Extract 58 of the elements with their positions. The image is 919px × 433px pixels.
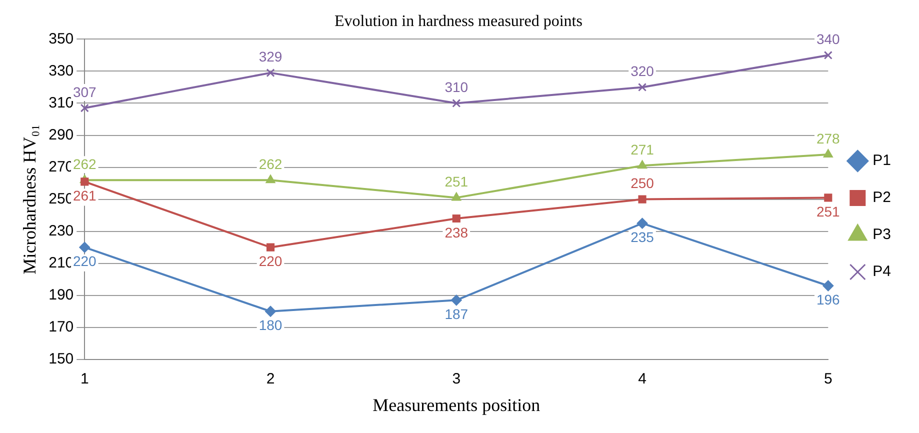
y-tick-label: 330 [48,62,74,80]
y-tick-label: 290 [48,126,74,144]
data-label: 235 [630,229,654,246]
point [266,68,275,78]
chart-title: Evolution in hardness measured points [334,12,582,30]
x-tick-label: 4 [638,370,646,388]
legend-label: P4 [872,263,892,280]
data-label: 262 [72,156,97,172]
legend-label: P3 [872,226,892,244]
point [636,218,648,229]
point [452,214,460,223]
y-tick-label: 350 [48,30,74,48]
data-label: 220 [72,253,97,270]
point [638,195,646,204]
x-tick-label: 5 [824,370,832,388]
data-label: 310 [444,79,468,96]
data-label: 196 [816,292,840,308]
point [265,306,276,317]
point [79,242,90,253]
data-label: 250 [630,175,654,192]
data-label: 238 [444,224,468,240]
data-label: 187 [444,306,468,322]
data-label: 271 [630,142,654,158]
data-label: 251 [816,204,840,220]
point [824,194,832,202]
data-label: 320 [630,63,654,80]
point [637,160,648,169]
y-axis-title: Microhardness HV₀₁ [20,124,40,274]
point [638,82,647,92]
point [452,98,461,108]
data-label: 340 [816,31,840,48]
point [80,178,89,186]
point [80,104,89,112]
data-label: 329 [258,48,282,65]
data-label: 261 [72,188,97,204]
point [823,148,833,158]
data-label: 262 [258,156,282,172]
legend-label: P1 [872,152,892,170]
point [450,294,462,306]
point [824,50,832,60]
data-label: 278 [816,130,840,146]
y-tick-label: 230 [48,222,74,240]
y-tick-label: 170 [48,318,74,336]
legend-label: P2 [872,189,892,206]
x-tick-label: 3 [452,370,461,388]
x-tick-label: 1 [80,370,89,388]
data-label: 307 [72,84,97,100]
y-tick-label: 150 [48,350,74,368]
x-tick-label: 2 [266,370,275,388]
point [822,280,834,292]
y-tick-label: 190 [48,286,74,304]
data-label: 251 [444,174,468,190]
data-label: 180 [258,317,282,334]
point [452,192,462,201]
point [266,243,275,252]
data-label: 220 [258,253,282,270]
x-axis-title: Measurements position [372,394,540,415]
point [266,174,276,184]
